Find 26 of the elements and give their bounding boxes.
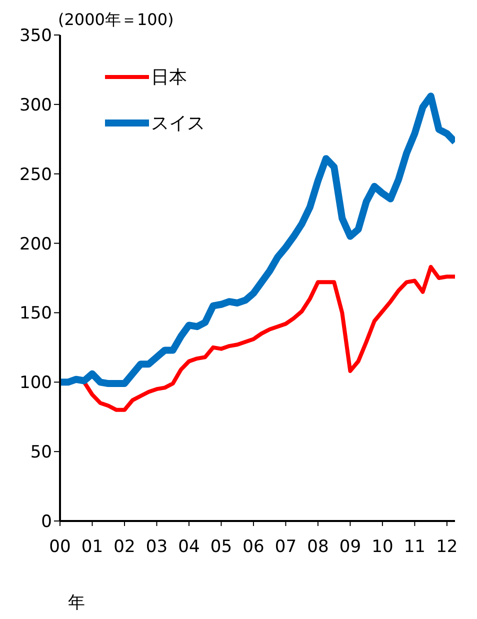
y-tick-label: 200 [20,234,52,254]
x-tick-label: 06 [242,537,264,558]
x-tick-label: 08 [307,537,329,558]
legend-label: 日本 [151,66,187,89]
x-tick-label: 04 [178,537,200,558]
x-tick-label: 01 [81,537,104,558]
y-tick-label: 150 [20,304,52,324]
y-tick-label: 300 [20,95,52,116]
x-tick-label: 03 [146,537,168,558]
x-tick-label: 02 [114,537,136,558]
x-tick-label: 12 [436,537,458,558]
y-tick-label: 50 [30,442,52,463]
y-tick-label: 100 [20,373,52,394]
y-tick-label: 0 [41,512,52,532]
x-tick-label: 11 [404,537,426,558]
x-axis-title: 年 [68,592,85,614]
x-tick-label: 05 [210,537,232,558]
legend-label: スイス [151,112,205,135]
y-axis-title: (2000年＝100) [58,10,174,31]
x-tick-label: 09 [339,537,362,558]
line-series [82,264,455,412]
x-tick-label: 07 [274,537,297,558]
y-tick-label: 350 [20,26,52,46]
y-tick-label: 250 [20,164,52,185]
x-tick-label: 00 [49,537,71,558]
x-tick-label: 10 [372,537,394,558]
